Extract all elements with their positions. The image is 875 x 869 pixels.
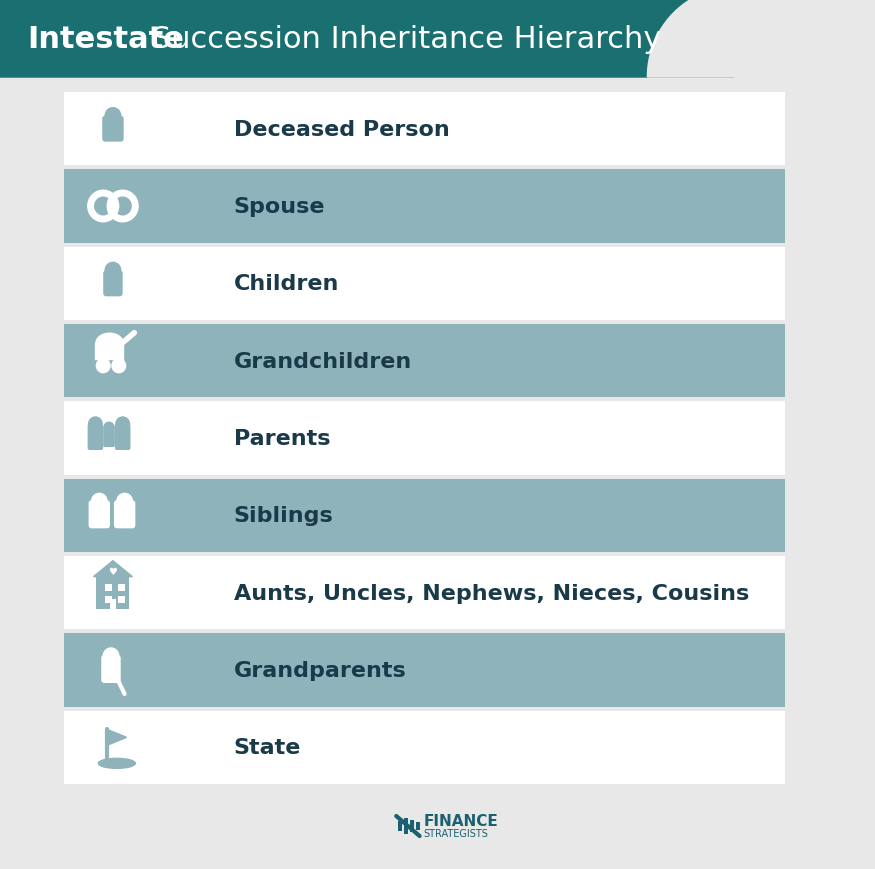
- FancyBboxPatch shape: [103, 428, 115, 448]
- Text: Intestate: Intestate: [27, 24, 184, 53]
- FancyBboxPatch shape: [88, 425, 103, 450]
- Circle shape: [105, 109, 121, 124]
- Text: FINANCE: FINANCE: [424, 813, 498, 828]
- Text: Children: Children: [234, 274, 339, 294]
- Circle shape: [116, 417, 130, 432]
- FancyBboxPatch shape: [64, 711, 785, 784]
- FancyBboxPatch shape: [64, 479, 785, 553]
- FancyBboxPatch shape: [118, 596, 124, 603]
- Polygon shape: [648, 0, 852, 78]
- Text: Deceased Person: Deceased Person: [234, 120, 450, 140]
- Circle shape: [88, 417, 102, 432]
- FancyBboxPatch shape: [404, 818, 408, 834]
- FancyBboxPatch shape: [416, 822, 420, 830]
- Text: Grandchildren: Grandchildren: [234, 351, 412, 371]
- FancyBboxPatch shape: [105, 584, 112, 591]
- FancyBboxPatch shape: [64, 401, 785, 475]
- FancyBboxPatch shape: [102, 655, 121, 683]
- Circle shape: [104, 422, 114, 434]
- Circle shape: [92, 494, 107, 510]
- Polygon shape: [696, 0, 852, 55]
- FancyBboxPatch shape: [103, 271, 123, 297]
- Text: State: State: [234, 738, 301, 758]
- Circle shape: [117, 494, 132, 510]
- Circle shape: [105, 263, 121, 279]
- FancyBboxPatch shape: [64, 248, 785, 321]
- FancyBboxPatch shape: [105, 596, 112, 603]
- FancyBboxPatch shape: [114, 501, 136, 528]
- Text: Spouse: Spouse: [234, 196, 326, 216]
- FancyBboxPatch shape: [64, 93, 785, 166]
- FancyBboxPatch shape: [96, 577, 130, 609]
- FancyBboxPatch shape: [88, 501, 110, 528]
- Circle shape: [103, 648, 119, 664]
- Polygon shape: [107, 729, 127, 746]
- Text: Grandparents: Grandparents: [234, 660, 406, 680]
- FancyBboxPatch shape: [110, 599, 116, 609]
- Circle shape: [96, 359, 110, 374]
- FancyBboxPatch shape: [118, 584, 124, 591]
- Text: Siblings: Siblings: [234, 506, 333, 526]
- Polygon shape: [94, 561, 132, 577]
- FancyBboxPatch shape: [102, 116, 123, 143]
- FancyBboxPatch shape: [64, 170, 785, 243]
- Polygon shape: [95, 343, 123, 359]
- Ellipse shape: [98, 759, 136, 768]
- FancyBboxPatch shape: [398, 821, 402, 831]
- Circle shape: [112, 359, 126, 374]
- Text: ♥: ♥: [108, 566, 117, 576]
- Text: Aunts, Uncles, Nephews, Nieces, Cousins: Aunts, Uncles, Nephews, Nieces, Cousins: [234, 583, 749, 603]
- Text: STRATEGISTS: STRATEGISTS: [424, 828, 488, 838]
- FancyBboxPatch shape: [64, 556, 785, 630]
- FancyBboxPatch shape: [64, 325, 785, 398]
- Polygon shape: [0, 0, 735, 78]
- Polygon shape: [691, 0, 852, 78]
- Text: Parents: Parents: [234, 428, 330, 448]
- FancyBboxPatch shape: [115, 425, 130, 450]
- FancyBboxPatch shape: [410, 820, 414, 832]
- Text: Succession Inheritance Hierarchy: Succession Inheritance Hierarchy: [142, 24, 662, 53]
- FancyBboxPatch shape: [64, 634, 785, 706]
